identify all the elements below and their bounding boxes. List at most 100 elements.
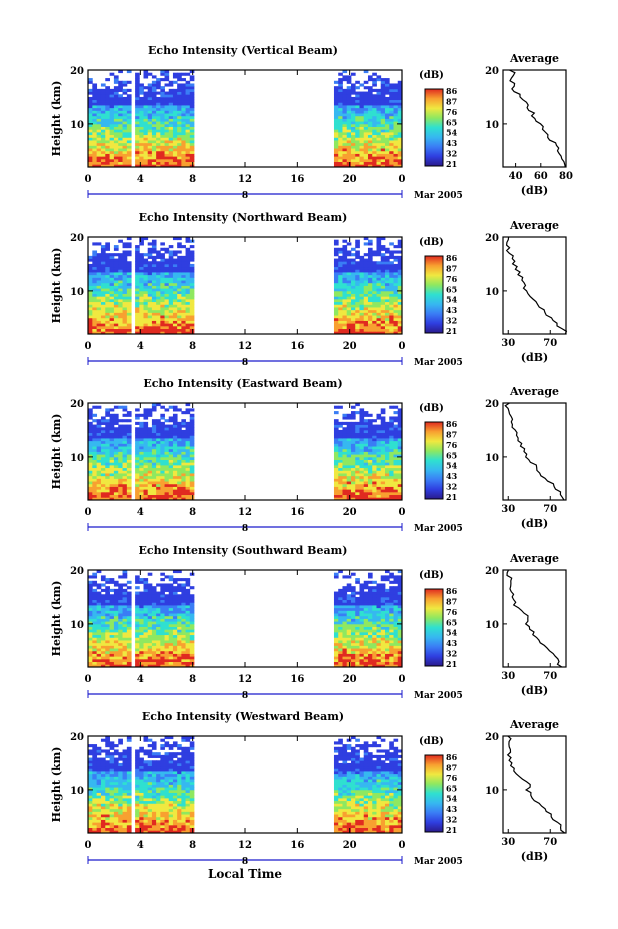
heatmap-cell (135, 282, 140, 286)
heatmap-cell (160, 478, 165, 482)
heatmap-cell (185, 448, 191, 452)
heatmap-cell (109, 156, 115, 160)
heatmap-cell (122, 653, 128, 657)
heatmap-cell (147, 642, 153, 646)
heatmap-cell (147, 591, 153, 595)
heatmap-cell (363, 653, 369, 657)
heatmap-cell (143, 150, 149, 154)
heatmap-cell (376, 140, 382, 144)
heatmap-cell (122, 129, 128, 133)
heatmap-cell (384, 470, 390, 474)
heatmap-cell (346, 148, 352, 152)
heatmap-cell (92, 164, 98, 168)
heatmap-cell (172, 131, 178, 136)
heatmap-cell (346, 142, 352, 146)
heatmap-cell (359, 462, 365, 466)
heatmap-cell (100, 285, 106, 289)
heatmap-cell (384, 658, 390, 663)
heatmap-cell (100, 255, 106, 259)
heatmap-cell (189, 456, 195, 460)
heatmap-cell (156, 282, 161, 286)
heatmap-cell (346, 328, 352, 332)
heatmap-cell (397, 473, 403, 477)
heatmap-cell (376, 134, 382, 138)
heatmap-cell (372, 464, 377, 469)
heatmap-cell (181, 483, 186, 487)
heatmap-cell (346, 421, 352, 425)
heatmap-cell (96, 320, 102, 324)
heatmap-cell (393, 629, 399, 633)
heatmap-cell (376, 274, 382, 278)
heatmap-cell (113, 309, 119, 313)
heatmap-cell (143, 94, 149, 98)
heatmap-cell (376, 470, 382, 474)
heatmap-cell (113, 629, 119, 633)
heatmap-cell (380, 158, 386, 163)
heatmap-cell (384, 86, 390, 90)
heatmap-cell (389, 255, 394, 259)
heatmap-cell (92, 304, 98, 308)
heatmap-cell (350, 467, 356, 471)
heatmap-cell (342, 123, 348, 127)
heatmap-cell (333, 258, 339, 262)
y-axis-label: Height (km) (50, 81, 63, 157)
heatmap-cell (135, 134, 140, 138)
heatmap-cell (88, 618, 93, 622)
heatmap-cell (126, 158, 132, 163)
heatmap-cell (355, 153, 360, 157)
heatmap-cell (100, 427, 106, 431)
heatmap-cell (393, 309, 399, 313)
heatmap-cell (139, 424, 144, 428)
heatmap-cell (367, 296, 373, 300)
colorbar-label: 43 (446, 305, 458, 315)
heatmap-cell (172, 282, 178, 286)
heatmap-cell (350, 126, 356, 130)
heatmap-cell (342, 664, 348, 668)
heatmap-cell (164, 288, 170, 292)
heatmap-cell (109, 145, 115, 149)
heatmap-cell (113, 88, 119, 92)
heatmap-cell (113, 263, 119, 268)
heatmap-cell (350, 491, 356, 496)
heatmap-cell (181, 621, 186, 625)
heatmap-cell (109, 408, 115, 412)
heatmap-cell (172, 145, 178, 149)
heatmap-cell (100, 253, 106, 257)
heatmap-cell (96, 602, 102, 606)
heatmap-cell (346, 126, 352, 130)
heatmap-cell (389, 91, 394, 95)
heatmap-cell (113, 473, 119, 477)
heatmap-cell (151, 328, 157, 332)
heatmap-cell (393, 263, 399, 268)
heatmap-cell (113, 258, 119, 262)
heatmap-cell (189, 277, 195, 281)
heatmap-cell (88, 123, 93, 127)
heatmap-cell (393, 634, 399, 638)
heatmap-cell (350, 642, 356, 646)
heatmap-cell (397, 298, 403, 303)
heatmap-cell (156, 150, 161, 154)
heatmap-cell (397, 269, 403, 273)
heatmap-cell (113, 150, 119, 154)
heatmap-cell (359, 424, 365, 428)
heatmap-cell (384, 312, 390, 316)
heatmap-cell (164, 427, 170, 431)
heatmap-cell (126, 658, 132, 663)
heatmap-cell (177, 467, 182, 471)
heatmap-cell (355, 164, 360, 168)
heatmap-cell (172, 634, 178, 638)
heatmap-cell (135, 107, 140, 111)
heatmap-cell (88, 443, 93, 447)
heatmap-cell (397, 266, 403, 270)
heatmap-cell (164, 131, 170, 136)
heatmap-cell (376, 94, 382, 98)
heatmap-cell (342, 261, 348, 265)
heatmap-cell (177, 661, 182, 665)
heatmap-cell (181, 272, 186, 276)
heatmap-cell (88, 91, 93, 95)
heatmap-cell (156, 96, 161, 101)
heatmap-cell (367, 331, 373, 335)
heatmap-cell (105, 315, 110, 319)
heatmap-cell (126, 134, 132, 138)
heatmap-cell (172, 158, 178, 163)
